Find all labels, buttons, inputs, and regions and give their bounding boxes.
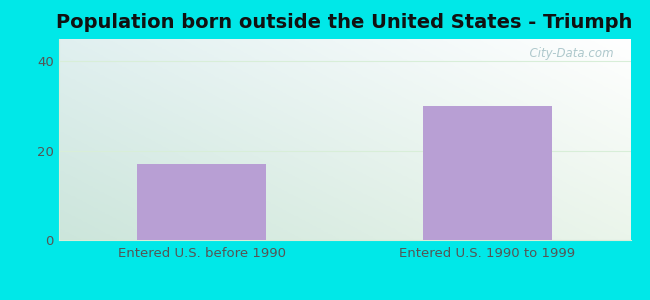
Bar	[137, 164, 266, 240]
Bar	[423, 106, 552, 240]
Title: Population born outside the United States - Triumph: Population born outside the United State…	[57, 13, 632, 32]
Text: City-Data.com: City-Data.com	[522, 47, 614, 60]
